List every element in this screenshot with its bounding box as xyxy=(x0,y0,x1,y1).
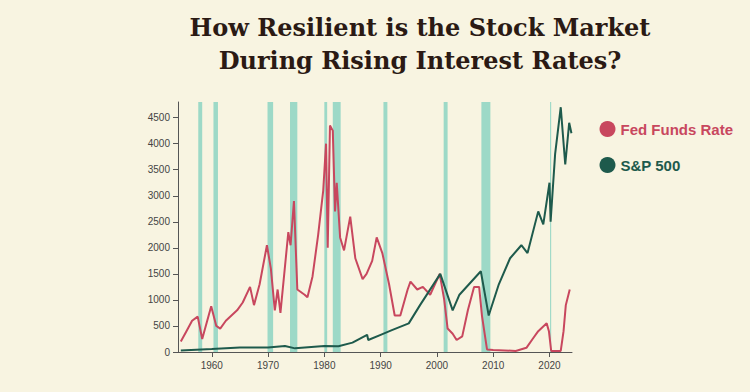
svg-text:2000: 2000 xyxy=(148,242,171,253)
svg-text:3000: 3000 xyxy=(148,190,171,201)
svg-text:How Resilient is the Stock Mar: How Resilient is the Stock Market xyxy=(190,13,651,42)
svg-text:1990: 1990 xyxy=(370,360,393,371)
svg-text:4000: 4000 xyxy=(148,138,171,149)
svg-text:500: 500 xyxy=(153,320,170,331)
svg-text:1500: 1500 xyxy=(148,268,171,279)
svg-text:2010: 2010 xyxy=(482,360,505,371)
svg-text:4500: 4500 xyxy=(148,112,171,123)
svg-text:Fed Funds Rate: Fed Funds Rate xyxy=(620,121,733,138)
svg-text:2000: 2000 xyxy=(426,360,449,371)
svg-text:1970: 1970 xyxy=(257,360,280,371)
svg-text:1000: 1000 xyxy=(148,294,171,305)
svg-text:1960: 1960 xyxy=(201,360,224,371)
svg-text:S&P 500: S&P 500 xyxy=(620,157,680,174)
svg-text:During Rising Interest Rates?: During Rising Interest Rates? xyxy=(219,46,622,75)
svg-text:2500: 2500 xyxy=(148,216,171,227)
svg-text:0: 0 xyxy=(164,347,170,358)
svg-text:2020: 2020 xyxy=(538,360,561,371)
svg-text:3500: 3500 xyxy=(148,164,171,175)
svg-text:1980: 1980 xyxy=(313,360,336,371)
